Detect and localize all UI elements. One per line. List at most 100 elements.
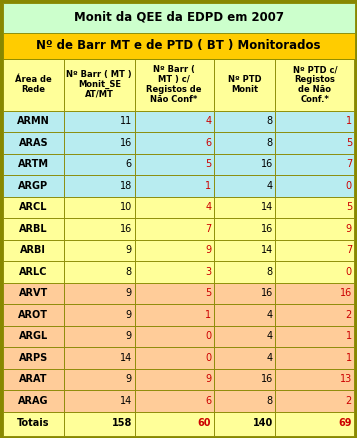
Text: 16: 16 <box>120 224 132 234</box>
Bar <box>214 390 275 411</box>
Text: 9: 9 <box>205 245 211 255</box>
Bar <box>214 175 275 197</box>
Bar <box>135 153 214 175</box>
Text: Totais: Totais <box>17 418 50 428</box>
Text: 6: 6 <box>205 396 211 406</box>
Bar <box>214 240 275 261</box>
Bar <box>214 283 275 304</box>
Bar <box>64 132 135 153</box>
Bar <box>135 197 214 218</box>
Text: Nº PTD
Monit: Nº PTD Monit <box>228 75 261 94</box>
Text: AROT: AROT <box>18 310 48 320</box>
Bar <box>135 261 214 283</box>
Bar <box>135 283 214 304</box>
Bar <box>2 368 64 390</box>
Bar <box>214 59 275 110</box>
Bar <box>2 218 64 240</box>
Text: 2: 2 <box>346 396 352 406</box>
Bar <box>135 240 214 261</box>
Bar <box>64 283 135 304</box>
Text: 0: 0 <box>205 331 211 341</box>
Bar <box>214 218 275 240</box>
Bar <box>64 347 135 368</box>
Bar <box>2 3 355 32</box>
Text: Nº PTD c/
Registos
de Não
Conf.*: Nº PTD c/ Registos de Não Conf.* <box>293 65 337 103</box>
Bar <box>135 347 214 368</box>
Text: 6: 6 <box>205 138 211 148</box>
Bar <box>214 153 275 175</box>
Text: 69: 69 <box>338 418 352 428</box>
Text: Área de
Rede: Área de Rede <box>15 75 52 94</box>
Bar <box>64 197 135 218</box>
Bar <box>214 261 275 283</box>
Bar <box>275 175 355 197</box>
Text: 16: 16 <box>261 288 273 298</box>
Text: 7: 7 <box>205 224 211 234</box>
Bar <box>2 197 64 218</box>
Text: 5: 5 <box>346 138 352 148</box>
Bar <box>135 368 214 390</box>
Text: 1: 1 <box>346 331 352 341</box>
Bar <box>275 132 355 153</box>
Bar <box>135 411 214 435</box>
Text: 14: 14 <box>261 245 273 255</box>
Text: 18: 18 <box>120 181 132 191</box>
Text: ARCL: ARCL <box>19 202 47 212</box>
Text: ARAT: ARAT <box>19 374 47 384</box>
Bar <box>135 325 214 347</box>
Text: 11: 11 <box>120 116 132 126</box>
Text: Monit da QEE da EDPD em 2007: Monit da QEE da EDPD em 2007 <box>74 11 283 24</box>
Text: 4: 4 <box>205 116 211 126</box>
Text: 1: 1 <box>205 310 211 320</box>
Text: 60: 60 <box>198 418 211 428</box>
Text: 0: 0 <box>346 267 352 277</box>
Bar <box>275 347 355 368</box>
Text: 14: 14 <box>120 396 132 406</box>
Text: 5: 5 <box>346 202 352 212</box>
Text: 9: 9 <box>126 374 132 384</box>
Bar <box>64 261 135 283</box>
Bar <box>2 390 64 411</box>
Bar <box>135 59 214 110</box>
Text: ARBI: ARBI <box>20 245 46 255</box>
Text: 1: 1 <box>205 181 211 191</box>
Text: 8: 8 <box>267 396 273 406</box>
Text: ARVT: ARVT <box>19 288 48 298</box>
Text: 9: 9 <box>126 245 132 255</box>
Text: ARLC: ARLC <box>19 267 47 277</box>
Text: ARAG: ARAG <box>18 396 49 406</box>
Text: ARAS: ARAS <box>19 138 48 148</box>
Text: 14: 14 <box>120 353 132 363</box>
Text: 6: 6 <box>126 159 132 169</box>
Bar <box>2 132 64 153</box>
Text: 1: 1 <box>346 116 352 126</box>
Text: 5: 5 <box>205 159 211 169</box>
Bar <box>275 304 355 325</box>
Text: ARGL: ARGL <box>19 331 48 341</box>
Text: ARTM: ARTM <box>18 159 49 169</box>
Bar <box>275 218 355 240</box>
Bar <box>135 390 214 411</box>
Bar <box>2 59 64 110</box>
Text: 8: 8 <box>267 138 273 148</box>
Text: 14: 14 <box>261 202 273 212</box>
Text: 16: 16 <box>340 288 352 298</box>
Text: 7: 7 <box>346 245 352 255</box>
Text: 2: 2 <box>346 310 352 320</box>
Bar <box>2 325 64 347</box>
Text: 9: 9 <box>126 331 132 341</box>
Text: 13: 13 <box>340 374 352 384</box>
Text: 8: 8 <box>126 267 132 277</box>
Bar <box>275 110 355 132</box>
Text: 4: 4 <box>267 310 273 320</box>
Text: ARMN: ARMN <box>17 116 50 126</box>
Text: 9: 9 <box>126 310 132 320</box>
Bar <box>275 261 355 283</box>
Bar <box>275 368 355 390</box>
Bar <box>2 347 64 368</box>
Text: 158: 158 <box>112 418 132 428</box>
Text: 4: 4 <box>267 353 273 363</box>
Bar <box>135 110 214 132</box>
Bar <box>2 32 355 59</box>
Text: 5: 5 <box>205 288 211 298</box>
